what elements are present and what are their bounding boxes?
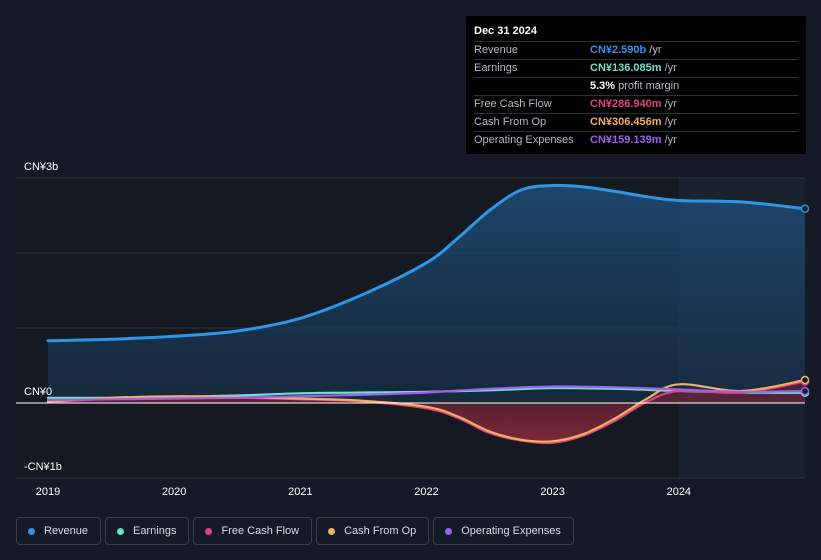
revenue-area: [48, 185, 805, 403]
operating-expenses-end-marker: [800, 386, 810, 396]
tooltip-row-label: Earnings: [474, 62, 518, 74]
tooltip-row-value: CN¥306.456m: [590, 116, 662, 128]
tooltip-row-unit: profit margin: [618, 80, 680, 92]
x-tick-label: 2021: [288, 486, 312, 498]
chart-legend: Revenue Earnings Free Cash Flow Cash From O…: [16, 517, 574, 545]
tooltip-row: Revenue CN¥2.590b/yr: [474, 42, 798, 60]
tooltip-row: Cash From Op CN¥306.456m/yr: [474, 114, 798, 132]
tooltip-row: Earnings CN¥136.085m/yr: [474, 60, 798, 78]
legend-dot-icon: [117, 527, 125, 535]
tooltip-rows: Revenue CN¥2.590b/yr Earnings CN¥136.085m/y…: [474, 42, 798, 149]
tooltip-row-unit: /yr: [649, 44, 662, 56]
y-axis-label-bottom: -CN¥1b: [24, 461, 62, 473]
y-axis-label-top: CN¥3b: [24, 161, 58, 173]
legend-dot-icon: [28, 527, 35, 535]
cash-from-op-end-marker: [800, 375, 810, 385]
legend-label: Operating Expenses: [461, 525, 561, 537]
x-tick-label: 2023: [540, 486, 564, 498]
tooltip-row-value: 5.3%: [590, 80, 616, 92]
x-tick-label: 2019: [36, 486, 60, 498]
operating-expenses-line: [46, 385, 807, 402]
x-axis-ticks: 2019 2020 2021 2022 2023 2024: [36, 486, 691, 498]
legend-dot-icon: [328, 527, 336, 535]
tooltip-row: Operating Expenses CN¥159.139m/yr: [474, 132, 798, 149]
tooltip-row-unit: /yr: [664, 62, 677, 74]
tooltip-row-unit: /yr: [664, 134, 677, 146]
legend-label: Cash From Op: [344, 525, 417, 537]
legend-item-operating-expenses[interactable]: Operating Expenses: [433, 517, 574, 545]
legend-dot-icon: [445, 527, 453, 535]
series-areas: [48, 185, 805, 444]
legend-item-cash-from-op[interactable]: Cash From Op: [316, 517, 430, 545]
revenue-line: [46, 183, 807, 343]
x-tick-label: 2020: [162, 486, 186, 498]
y-axis-label-zero: CN¥0: [24, 386, 52, 398]
tooltip-row-value: CN¥136.085m: [590, 62, 662, 74]
tooltip-row-label: Revenue: [474, 44, 519, 56]
data-tooltip: Dec 31 2024 Revenue CN¥2.590b/yr Earnings C…: [466, 16, 806, 154]
tooltip-row-value: CN¥2.590b: [590, 44, 647, 56]
legend-dot-icon: [205, 527, 213, 535]
legend-label: Revenue: [44, 525, 89, 537]
tooltip-row-label: Operating Expenses: [474, 134, 574, 146]
tooltip-row-value: CN¥159.139m: [590, 134, 662, 146]
series-end-markers: [800, 204, 810, 398]
tooltip-row: Free Cash Flow CN¥286.940m/yr: [474, 96, 798, 114]
legend-item-earnings[interactable]: Earnings: [105, 517, 190, 545]
legend-item-free-cash-flow[interactable]: Free Cash Flow: [193, 517, 313, 545]
legend-label: Free Cash Flow: [221, 525, 300, 537]
x-tick-label: 2024: [667, 486, 691, 498]
revenue-end-marker: [800, 204, 810, 213]
tooltip-row-unit: /yr: [664, 116, 677, 128]
series-lines: [46, 183, 807, 445]
legend-item-revenue[interactable]: Revenue: [16, 517, 102, 545]
legend-label: Earnings: [133, 525, 177, 537]
tooltip-row-label: Free Cash Flow: [474, 98, 552, 110]
tooltip-row-unit: /yr: [664, 98, 677, 110]
tooltip-date: Dec 31 2024: [474, 24, 798, 42]
tooltip-row-value: CN¥286.940m: [590, 98, 662, 110]
x-tick-label: 2022: [414, 486, 438, 498]
tooltip-row: 5.3% profit margin: [474, 78, 798, 96]
tooltip-row-label: Cash From Op: [474, 116, 547, 128]
tooltip-row-label: [474, 78, 590, 95]
